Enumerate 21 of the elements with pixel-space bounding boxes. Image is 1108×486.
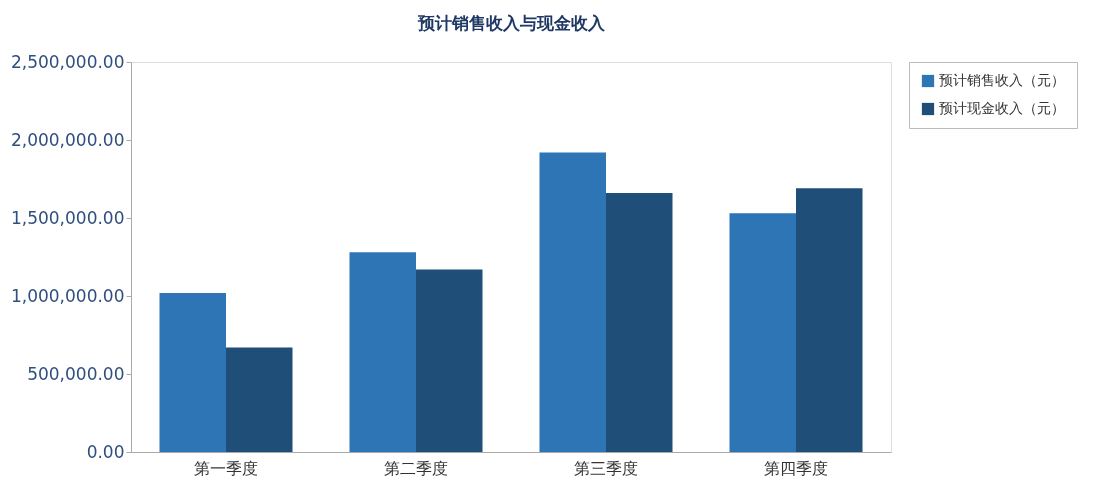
- y-tick-label: 1,500,000.00: [10, 207, 125, 228]
- bar: [539, 152, 606, 452]
- chart-title: 预计销售收入与现金收入: [416, 13, 606, 33]
- y-tick-label: 1,000,000.00: [10, 285, 125, 306]
- bar: [349, 252, 416, 452]
- y-tick-label: 500,000.00: [27, 363, 125, 384]
- bar: [159, 292, 226, 452]
- bar: [796, 188, 863, 452]
- bar: [226, 347, 293, 452]
- bar: [729, 213, 796, 452]
- bar: [416, 269, 483, 452]
- x-tick-label: 第四季度: [764, 458, 828, 478]
- y-tick-label: 2,500,000.00: [10, 51, 125, 72]
- x-tick-label: 第一季度: [194, 458, 258, 478]
- legend-label: 预计现金收入（元）: [939, 100, 1065, 116]
- x-tick-label: 第三季度: [574, 458, 638, 478]
- x-tick-label: 第二季度: [384, 458, 448, 478]
- legend-label: 预计销售收入（元）: [939, 72, 1065, 88]
- bar: [606, 193, 673, 452]
- y-tick-label: 0.00: [86, 441, 125, 462]
- y-tick-label: 2,000,000.00: [10, 129, 125, 150]
